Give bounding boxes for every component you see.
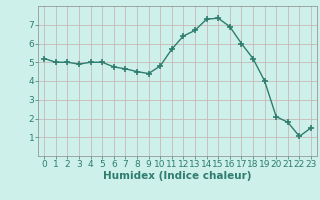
X-axis label: Humidex (Indice chaleur): Humidex (Indice chaleur) [103,171,252,181]
